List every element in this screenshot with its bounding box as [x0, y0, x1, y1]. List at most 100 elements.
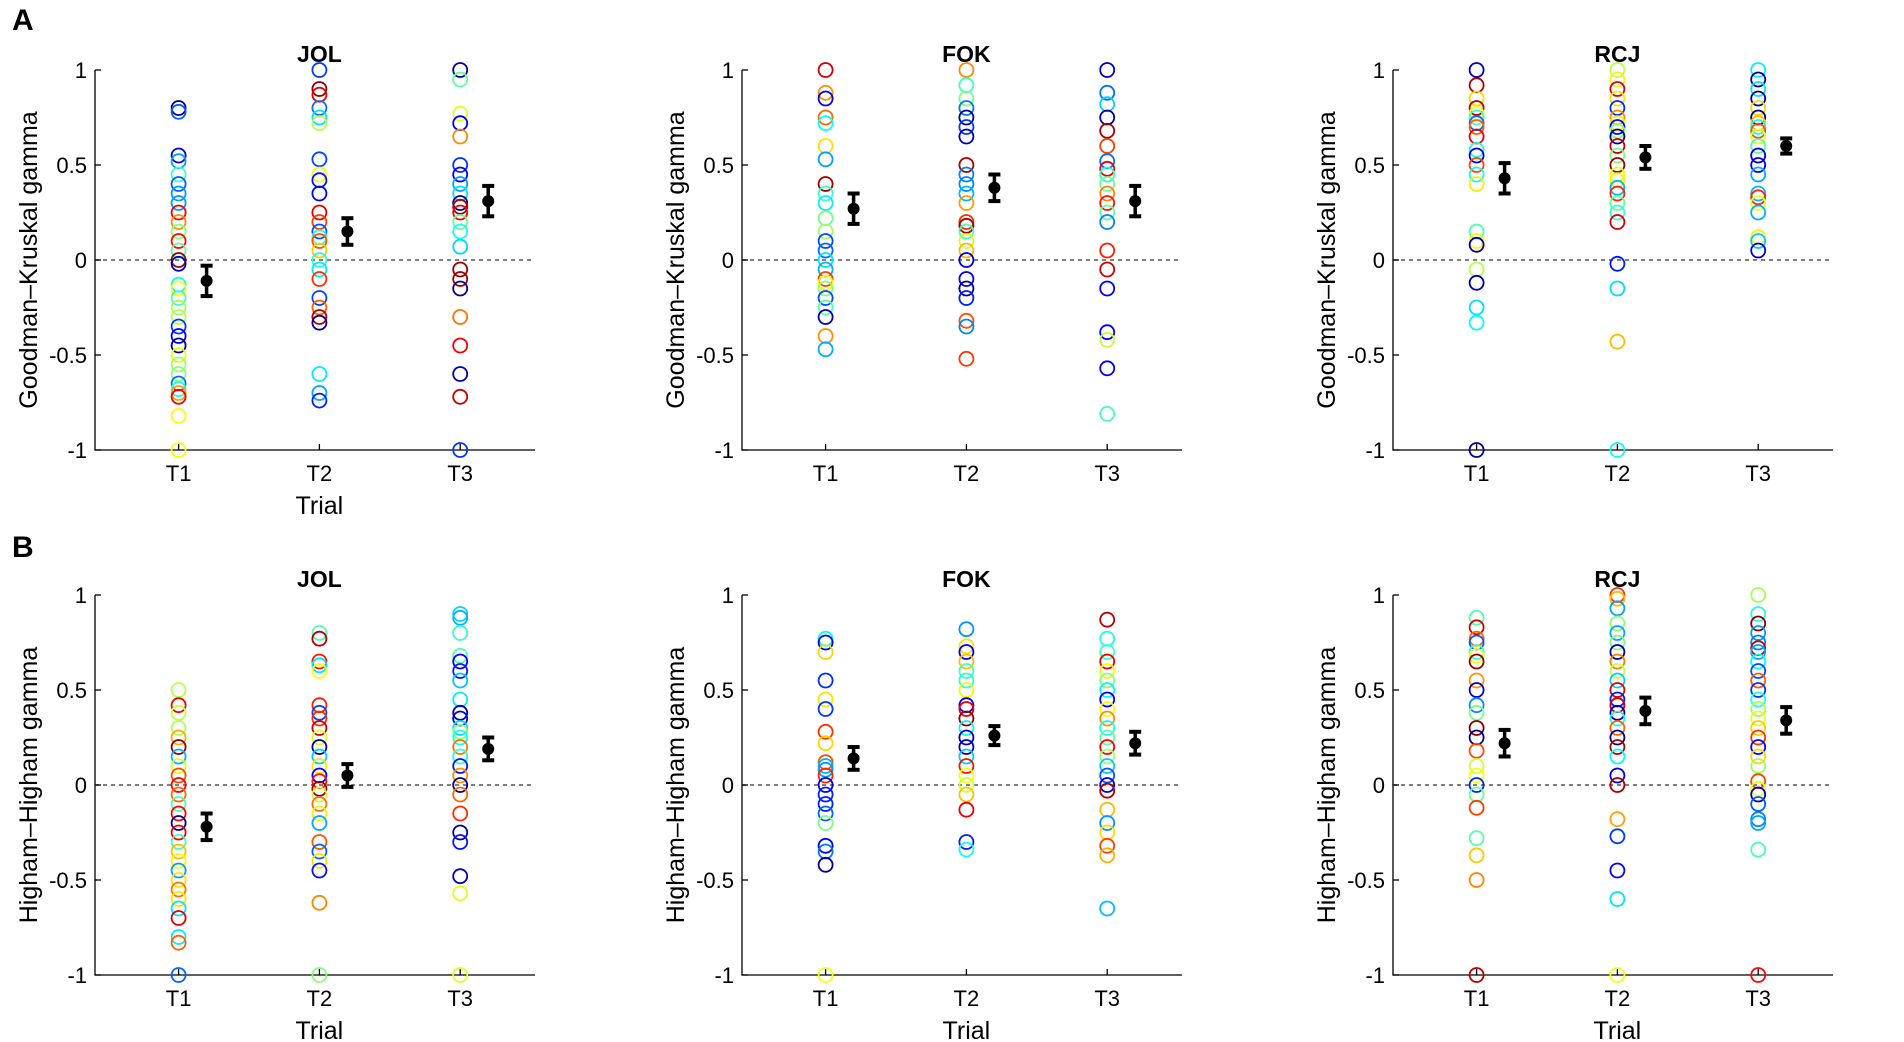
data-point	[311, 657, 328, 674]
data-point	[170, 929, 187, 945]
data-point	[1468, 786, 1485, 803]
data-point	[1099, 122, 1116, 139]
data-point	[1750, 204, 1767, 221]
data-point	[170, 834, 187, 850]
data-point	[817, 856, 834, 873]
data-point	[170, 853, 187, 869]
data-point	[1468, 682, 1485, 698]
data-point	[452, 704, 469, 721]
data-point	[452, 663, 469, 679]
data-point	[170, 697, 187, 714]
data-point	[1099, 837, 1116, 854]
data-point	[170, 385, 187, 401]
data-point	[1609, 748, 1626, 765]
data-point	[958, 720, 975, 736]
data-point	[1750, 615, 1767, 632]
data-point	[311, 309, 328, 325]
data-point	[1099, 611, 1116, 628]
data-point	[170, 309, 187, 325]
data-point	[1609, 811, 1626, 828]
data-point	[452, 786, 469, 803]
data-point	[311, 62, 328, 78]
y-tick-label: 0.5	[56, 153, 87, 178]
data-point	[1468, 119, 1485, 135]
data-point	[170, 862, 187, 879]
data-point	[1099, 331, 1116, 348]
data-point	[1750, 748, 1767, 765]
data-point	[452, 195, 469, 211]
data-point	[170, 176, 187, 192]
data-point	[452, 723, 469, 740]
data-point	[1099, 710, 1116, 727]
data-point	[1099, 166, 1116, 183]
data-point	[311, 271, 328, 287]
data-point	[311, 81, 328, 97]
data-point	[452, 647, 469, 664]
y-tick-label: 0	[75, 248, 87, 273]
y-tick-label: 1	[75, 583, 87, 608]
data-point	[958, 739, 975, 755]
data-point	[1468, 872, 1485, 888]
data-point	[1750, 653, 1767, 670]
y-tick-label: -0.5	[1347, 343, 1385, 368]
data-point	[817, 233, 834, 249]
y-tick-label: -0.5	[49, 868, 87, 893]
data-point	[1750, 780, 1767, 797]
data-point	[1609, 634, 1626, 651]
data-point	[1468, 299, 1485, 316]
y-tick-label: 0	[75, 773, 87, 798]
data-point	[1468, 233, 1485, 249]
data-point	[817, 299, 834, 316]
data-point	[311, 894, 328, 911]
data-point	[958, 157, 975, 173]
data-point	[170, 934, 187, 951]
data-point	[452, 223, 469, 240]
data-point	[170, 255, 187, 272]
data-point	[958, 166, 975, 183]
data-point	[311, 109, 328, 126]
data-point	[1099, 280, 1116, 297]
data-point	[1609, 663, 1626, 679]
data-point	[452, 105, 469, 122]
data-point	[311, 204, 328, 221]
data-point	[1099, 729, 1116, 746]
data-point	[1099, 176, 1116, 192]
data-point	[817, 242, 834, 259]
data-point	[311, 729, 328, 746]
data-point	[170, 299, 187, 316]
data-point	[817, 967, 834, 983]
y-tick-label: 0.5	[1354, 153, 1385, 178]
data-point	[958, 252, 975, 268]
data-point	[170, 280, 187, 297]
data-point	[452, 824, 469, 841]
data-point	[958, 758, 975, 774]
data-point	[1468, 274, 1485, 291]
data-point	[1609, 720, 1626, 736]
subplot-title: FOK	[942, 566, 991, 592]
data-point	[1099, 777, 1116, 793]
data-point	[1468, 619, 1485, 636]
data-point	[1750, 195, 1767, 211]
data-point	[1468, 236, 1485, 253]
data-point	[452, 388, 469, 405]
data-point	[1099, 824, 1116, 841]
data-point	[1099, 748, 1116, 765]
data-point	[452, 739, 469, 755]
data-point	[958, 77, 975, 94]
data-point	[311, 815, 328, 831]
data-point	[958, 701, 975, 717]
data-point	[958, 100, 975, 116]
data-point	[452, 442, 469, 458]
data-point	[311, 261, 328, 278]
x-axis-label: Trial	[943, 1017, 991, 1042]
data-point	[311, 805, 328, 822]
data-point	[170, 147, 187, 164]
data-point	[958, 777, 975, 793]
data-point	[311, 290, 328, 306]
data-point	[1609, 138, 1626, 154]
subplot-1-0: -1 -0.5 0 0.5 1 T1 T2 T3 JOL Trial Higham–Higham g…	[15, 566, 535, 1042]
data-point	[958, 621, 975, 638]
data-point	[311, 314, 328, 331]
